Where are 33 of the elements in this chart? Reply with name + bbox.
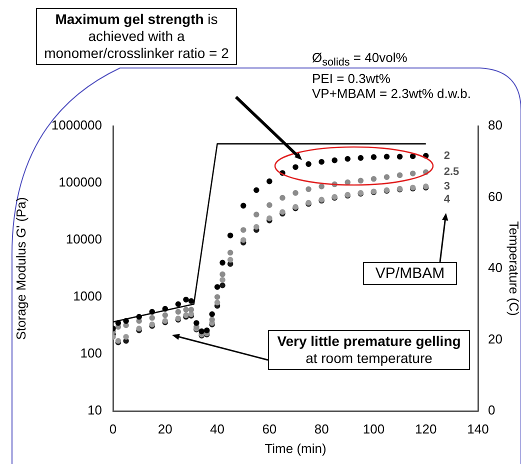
text: VP+MBAM = 2.3wt% d.w.b.: [312, 86, 471, 101]
x-tick-label: 80: [314, 421, 329, 436]
x-tick-label: 60: [262, 421, 277, 436]
x-tick-label: 120: [415, 421, 437, 436]
y-tick-label: 10000: [66, 232, 102, 247]
y2-tick-label: 40: [488, 260, 502, 276]
y-tick-label: 100000: [58, 174, 102, 190]
y2-tick-label: 80: [488, 118, 502, 133]
annotation: at room temperature: [306, 350, 432, 366]
series-label: 3: [444, 180, 450, 192]
text: Ø$_{solids}$ = 40vol%: [312, 50, 408, 69]
annotation: Very little premature gelling: [277, 333, 461, 349]
y2-tick-label: 60: [488, 188, 502, 204]
x-tick-label: 0: [109, 421, 117, 436]
text: Maximum gel strength: [55, 11, 204, 27]
x-axis-title: Time (min): [264, 440, 326, 456]
y2-axis-title: Temperature (C): [506, 221, 521, 316]
series-label: 2: [444, 150, 450, 162]
annotation: VP/MBAM: [363, 262, 457, 285]
series-label: 2.5: [444, 166, 460, 178]
y2-tick-label: 20: [488, 331, 502, 346]
series-label: 4: [444, 193, 451, 206]
x-tick-label: 100: [362, 421, 385, 436]
y-tick-label: 10: [88, 402, 102, 418]
y-tick-label: 1000000: [51, 118, 102, 133]
x-tick-label: 40: [210, 421, 225, 436]
y2-tick-label: 0: [488, 402, 496, 418]
x-tick-label: 140: [467, 421, 489, 436]
y-tick-label: 100: [80, 346, 102, 361]
y-axis-title: Storage Modulus G' (Pa): [13, 197, 28, 340]
text: PEI = 0.3wt%: [312, 70, 390, 86]
y-tick-label: 1000: [73, 288, 102, 304]
x-tick-label: 20: [158, 421, 172, 436]
